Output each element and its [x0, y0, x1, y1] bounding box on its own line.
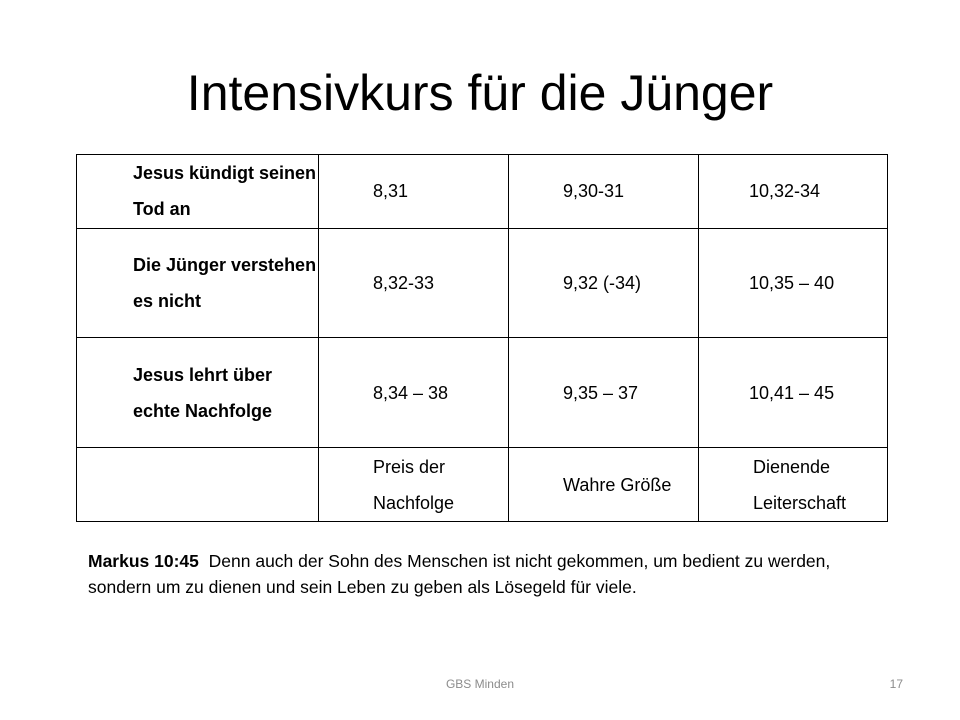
table-row: Die Jünger verstehen es nicht 8,32-33 9,…: [76, 227, 888, 339]
table-cell: Dienende Leiterschaft: [698, 447, 888, 522]
table-row: Jesus lehrt über echte Nachfolge 8,34 – …: [76, 337, 888, 449]
slide-title: Intensivkurs für die Jünger: [186, 65, 774, 121]
row-header: Jesus kündigt seinen Tod an: [76, 154, 319, 229]
table-cell: 10,32-34: [698, 154, 888, 229]
row-header: Die Jünger verstehen es nicht: [76, 227, 319, 339]
table-cell: 8,34 – 38: [318, 337, 509, 449]
comparison-table: Jesus kündigt seinen Tod an 8,31 9,30-31…: [76, 154, 888, 522]
table-cell: 8,32-33: [318, 227, 509, 339]
table-cell: Wahre Größe: [508, 447, 699, 522]
row-header: Jesus lehrt über echte Nachfolge: [76, 337, 319, 449]
table-cell: 9,32 (-34): [508, 227, 699, 339]
table-row: Jesus kündigt seinen Tod an 8,31 9,30-31…: [76, 154, 888, 229]
verse-text: Denn auch der Sohn des Menschen ist nich…: [88, 551, 831, 597]
footer-text: GBS Minden: [445, 677, 515, 691]
table-row: Preis der Nachfolge Wahre Größe Dienende…: [76, 447, 888, 522]
row-header-empty: [76, 447, 319, 522]
table-cell: 10,41 – 45: [698, 337, 888, 449]
table-cell: 9,30-31: [508, 154, 699, 229]
bible-verse: Markus 10:45 Denn auch der Sohn des Mens…: [88, 548, 888, 600]
table-cell: 8,31: [318, 154, 509, 229]
verse-reference: Markus 10:45: [88, 551, 199, 571]
table-cell: 10,35 – 40: [698, 227, 888, 339]
page-number: 17: [889, 677, 903, 691]
table-cell: Preis der Nachfolge: [318, 447, 509, 522]
table-cell: 9,35 – 37: [508, 337, 699, 449]
